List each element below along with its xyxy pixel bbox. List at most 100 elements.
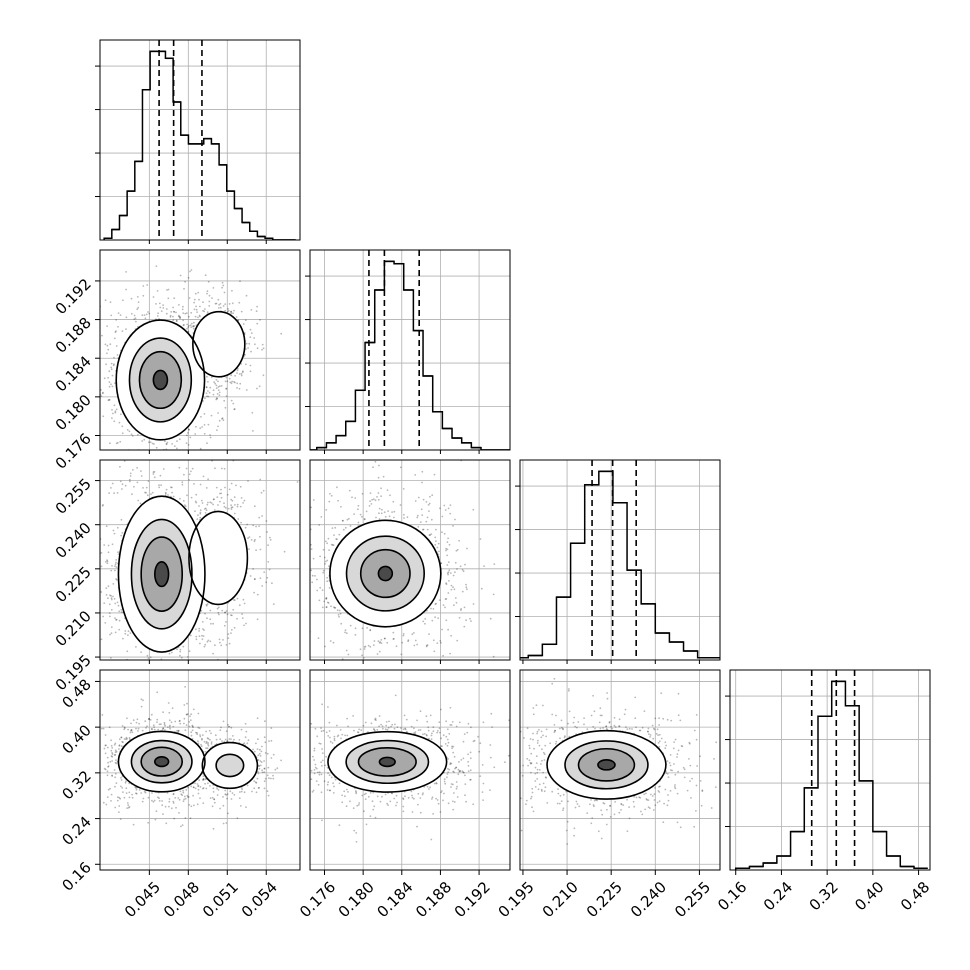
scatter-point	[115, 618, 118, 621]
scatter-point	[145, 313, 148, 316]
scatter-point	[344, 526, 347, 529]
scatter-point	[312, 557, 315, 560]
scatter-point	[412, 665, 414, 667]
scatter-point	[341, 519, 344, 522]
scatter-point	[107, 765, 110, 767]
scatter-point	[182, 645, 185, 648]
scatter-point	[130, 729, 133, 731]
scatter-point	[117, 551, 119, 554]
scatter-point	[187, 276, 190, 279]
scatter-point	[115, 566, 118, 568]
panel-border	[519, 459, 721, 661]
scatter-point	[237, 665, 239, 667]
scatter-point	[178, 664, 180, 666]
scatter-point	[208, 729, 211, 732]
scatter-point	[416, 514, 419, 517]
scatter-point	[210, 376, 213, 379]
scatter-point	[223, 467, 226, 470]
contour-line	[359, 548, 411, 599]
scatter-point	[267, 794, 270, 797]
scatter-point	[380, 495, 382, 498]
scatter-point	[376, 653, 379, 655]
scatter-point	[113, 532, 116, 535]
histogram-step	[520, 470, 720, 659]
scatter-point	[94, 544, 96, 546]
scatter-point	[129, 738, 131, 741]
scatter-point	[230, 614, 232, 616]
scatter-point	[94, 668, 96, 670]
scatter-point	[462, 570, 465, 573]
marginal-panel-1	[305, 249, 511, 451]
scatter-point	[162, 727, 165, 730]
scatter-point	[114, 785, 116, 788]
scatter-point	[376, 496, 378, 498]
scatter-point	[429, 495, 431, 498]
scatter-point	[106, 770, 109, 773]
scatter-point	[115, 559, 118, 561]
scatter-point	[182, 305, 184, 308]
scatter-point	[372, 498, 375, 501]
scatter-point	[243, 742, 246, 745]
scatter-point	[427, 503, 430, 506]
scatter-point	[202, 301, 204, 304]
scatter-point	[219, 500, 221, 503]
scatter-point	[135, 320, 137, 323]
scatter-point	[230, 508, 233, 510]
scatter-point	[162, 468, 165, 470]
scatter-point	[226, 310, 229, 313]
scatter-point	[98, 333, 100, 335]
scatter-point	[222, 796, 224, 798]
scatter-point	[206, 737, 209, 739]
scatter-point	[187, 444, 190, 446]
scatter-point	[173, 445, 176, 447]
scatter-point	[337, 499, 339, 502]
scatter-point	[110, 314, 113, 317]
scatter-point	[346, 518, 349, 521]
scatter-point	[107, 551, 110, 554]
scatter-point	[378, 650, 381, 653]
scatter-point	[136, 296, 139, 298]
scatter-point	[189, 436, 192, 439]
scatter-point	[221, 417, 223, 420]
scatter-point	[118, 796, 121, 799]
scatter-point	[136, 467, 139, 469]
scatter-point	[324, 540, 327, 543]
scatter-point	[85, 596, 87, 598]
scatter-point	[102, 727, 105, 730]
scatter-point	[115, 759, 117, 761]
contour-line	[188, 510, 249, 606]
scatter-point	[333, 607, 336, 609]
scatter-point	[447, 573, 449, 576]
scatter-point	[463, 606, 466, 609]
scatter-point	[269, 536, 271, 539]
scatter-point	[259, 535, 261, 538]
scatter-point	[323, 600, 326, 603]
scatter-point	[198, 298, 200, 301]
scatter-point	[227, 633, 230, 635]
scatter-point	[259, 577, 262, 579]
scatter-point	[113, 356, 115, 359]
histogram	[103, 40, 296, 240]
scatter-point	[258, 525, 260, 527]
scatter-point	[177, 729, 180, 732]
scatter-point	[453, 604, 455, 607]
scatter-point	[107, 348, 110, 351]
scatter-point	[195, 305, 198, 308]
scatter-point	[106, 325, 108, 327]
scatter-point	[428, 668, 430, 670]
scatter-point	[249, 575, 252, 577]
scatter-point	[184, 457, 186, 459]
scatter-point	[386, 489, 389, 491]
scatter-point	[106, 559, 108, 562]
scatter-point	[114, 772, 117, 775]
scatter-point	[194, 782, 196, 785]
scatter-point	[117, 604, 120, 607]
scatter-point	[204, 512, 207, 514]
scatter-point	[159, 474, 162, 477]
scatter-point	[307, 518, 309, 520]
scatter-point	[214, 382, 217, 385]
scatter-point	[153, 476, 156, 479]
scatter-point	[326, 559, 329, 562]
scatter-point	[102, 615, 104, 618]
scatter-point	[120, 745, 123, 747]
